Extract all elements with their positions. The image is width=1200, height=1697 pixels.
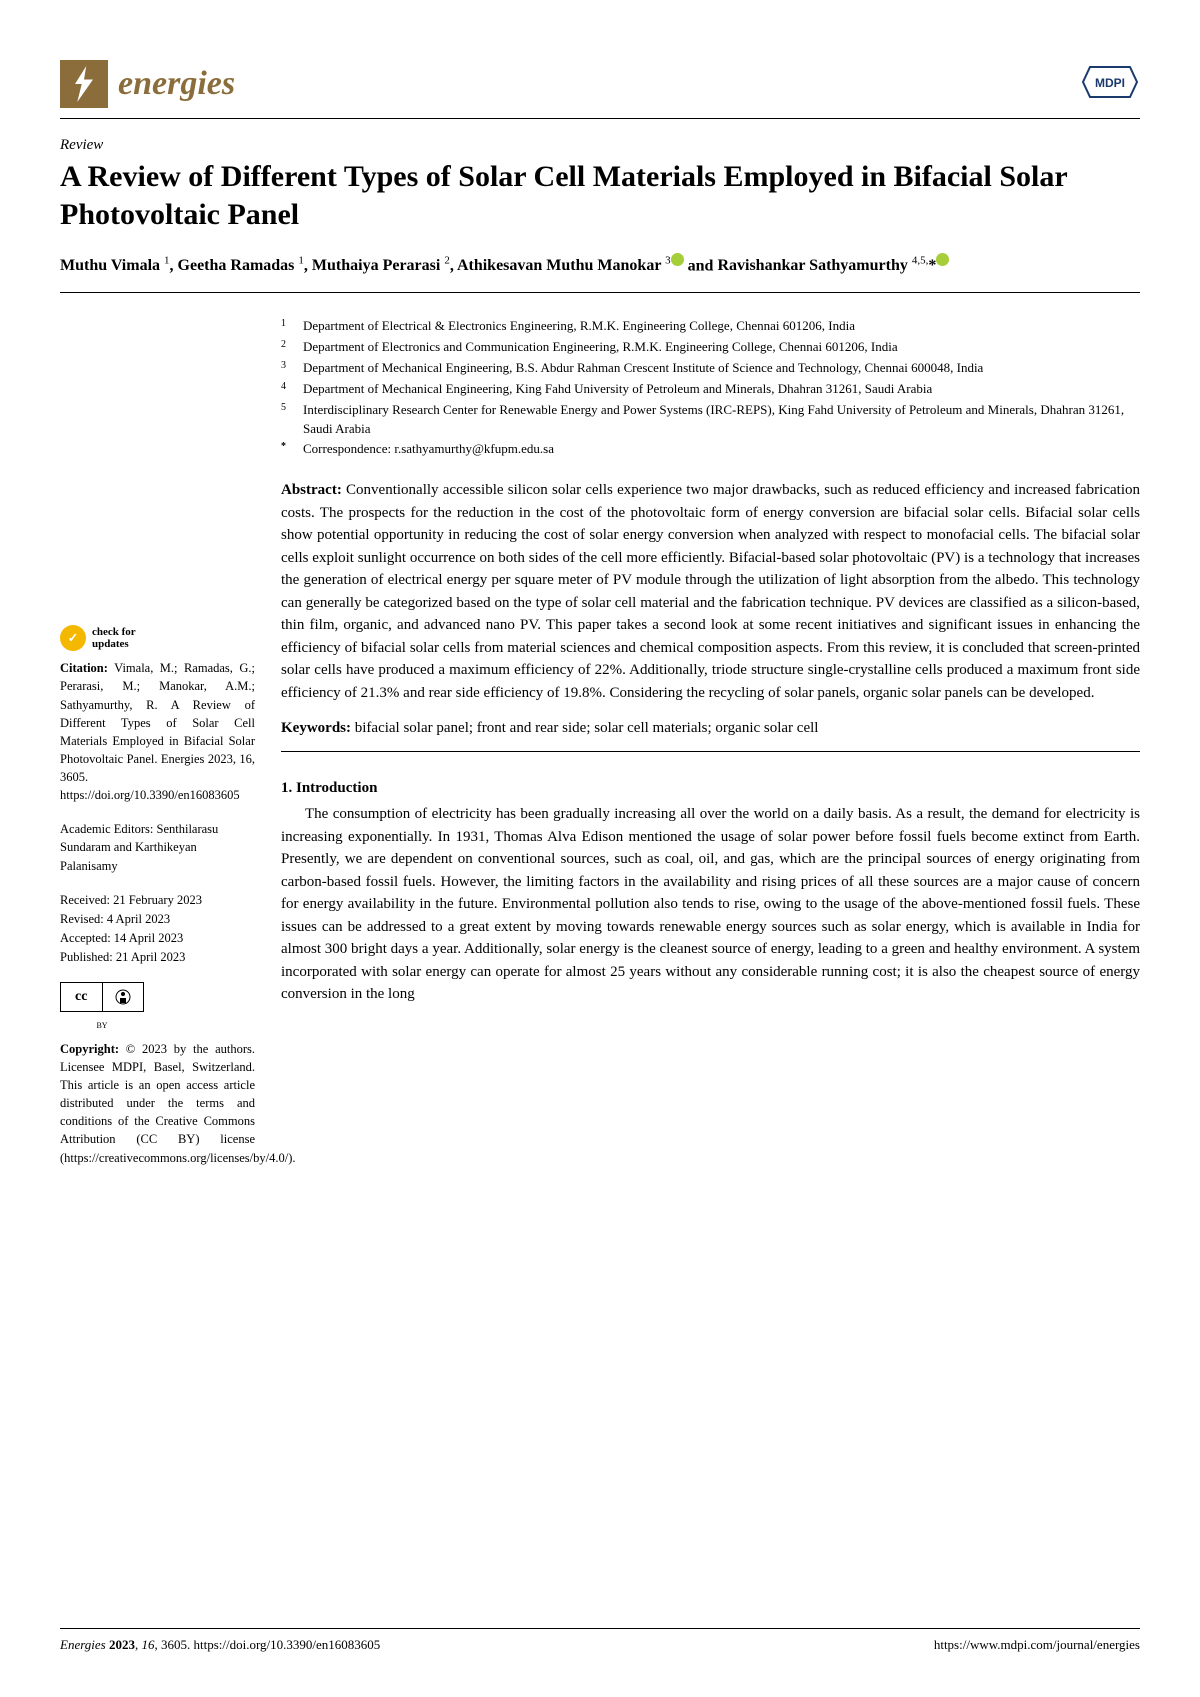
check-updates-badge[interactable]: ✓ check forupdates: [60, 625, 255, 651]
correspondence: Correspondence: r.sathyamurthy@kfupm.edu…: [303, 440, 554, 459]
svg-text:MDPI: MDPI: [1095, 76, 1125, 90]
affil-num: 5: [281, 401, 291, 439]
footer: Energies 2023, 16, 3605. https://doi.org…: [60, 1628, 1140, 1653]
affil-text: Department of Mechanical Engineering, B.…: [303, 359, 983, 378]
citation-label: Citation:: [60, 661, 108, 675]
intro-paragraph: The consumption of electricity has been …: [281, 803, 1140, 1006]
mdpi-logo-icon: MDPI: [1080, 62, 1140, 107]
check-updates-text: check forupdates: [92, 626, 136, 650]
affil-num: 2: [281, 338, 291, 357]
affil-num: 1: [281, 317, 291, 336]
citation-text: Vimala, M.; Ramadas, G.; Perarasi, M.; M…: [60, 661, 255, 802]
dates-block: Received: 21 February 2023 Revised: 4 Ap…: [60, 891, 255, 967]
copyright-text: © 2023 by the authors. Licensee MDPI, Ba…: [60, 1042, 296, 1165]
affil-text: Department of Mechanical Engineering, Ki…: [303, 380, 932, 399]
editors-label: Academic Editors:: [60, 822, 153, 836]
keywords: Keywords: bifacial solar panel; front an…: [281, 720, 1140, 752]
section-heading: 1. Introduction: [281, 780, 1140, 797]
author: Muthu Vimala 1: [60, 257, 170, 274]
footer-right[interactable]: https://www.mdpi.com/journal/energies: [934, 1637, 1140, 1653]
author: Ravishankar Sathyamurthy 4,5,*: [717, 257, 949, 274]
affil-text: Department of Electronics and Communicat…: [303, 338, 898, 357]
cc-by-label: BY: [60, 1020, 144, 1032]
affil-num: 4: [281, 380, 291, 399]
author: Geetha Ramadas 1: [178, 257, 304, 274]
journal-name: energies: [118, 65, 235, 103]
article-type: Review: [60, 137, 1140, 154]
date-revised: Revised: 4 April 2023: [60, 910, 255, 928]
corr-mark: *: [281, 440, 291, 459]
cc-license-badge[interactable]: cc: [60, 982, 144, 1012]
copyright-block: Copyright: © 2023 by the authors. Licens…: [60, 1040, 255, 1167]
check-icon: ✓: [60, 625, 86, 651]
keywords-text: bifacial solar panel; front and rear sid…: [355, 720, 819, 736]
date-received: Received: 21 February 2023: [60, 891, 255, 909]
orcid-icon[interactable]: [936, 253, 949, 266]
abstract-text: Conventionally accessible silicon solar …: [281, 482, 1140, 701]
affil-num: 3: [281, 359, 291, 378]
citation-block: Citation: Vimala, M.; Ramadas, G.; Perar…: [60, 659, 255, 804]
abstract: Abstract: Conventionally accessible sili…: [281, 479, 1140, 704]
author: Athikesavan Muthu Manokar 3: [457, 257, 684, 274]
affil-text: Interdisciplinary Research Center for Re…: [303, 401, 1140, 439]
orcid-icon[interactable]: [671, 253, 684, 266]
main-content: 1 Department of Electrical & Electronics …: [281, 317, 1140, 1166]
date-published: Published: 21 April 2023: [60, 948, 255, 966]
editors-block: Academic Editors: Senthilarasu Sundaram …: [60, 820, 255, 874]
affil-text: Department of Electrical & Electronics E…: [303, 317, 855, 336]
header: energies MDPI: [60, 60, 1140, 119]
date-accepted: Accepted: 14 April 2023: [60, 929, 255, 947]
affiliations: 1 Department of Electrical & Electronics …: [281, 317, 1140, 459]
footer-left: Energies 2023, 16, 3605. https://doi.org…: [60, 1637, 380, 1653]
copyright-label: Copyright:: [60, 1042, 119, 1056]
article-title: A Review of Different Types of Solar Cel…: [60, 158, 1140, 233]
abstract-label: Abstract:: [281, 482, 342, 498]
cc-icon: cc: [61, 983, 103, 1011]
author: Muthaiya Perarasi 2: [312, 257, 450, 274]
by-icon: [103, 983, 144, 1011]
keywords-label: Keywords:: [281, 720, 351, 736]
bolt-icon: [60, 60, 108, 108]
sidebar: ✓ check forupdates Citation: Vimala, M.;…: [60, 317, 255, 1166]
authors-list: Muthu Vimala 1, Geetha Ramadas 1, Muthai…: [60, 251, 1140, 293]
journal-logo: energies: [60, 60, 235, 108]
